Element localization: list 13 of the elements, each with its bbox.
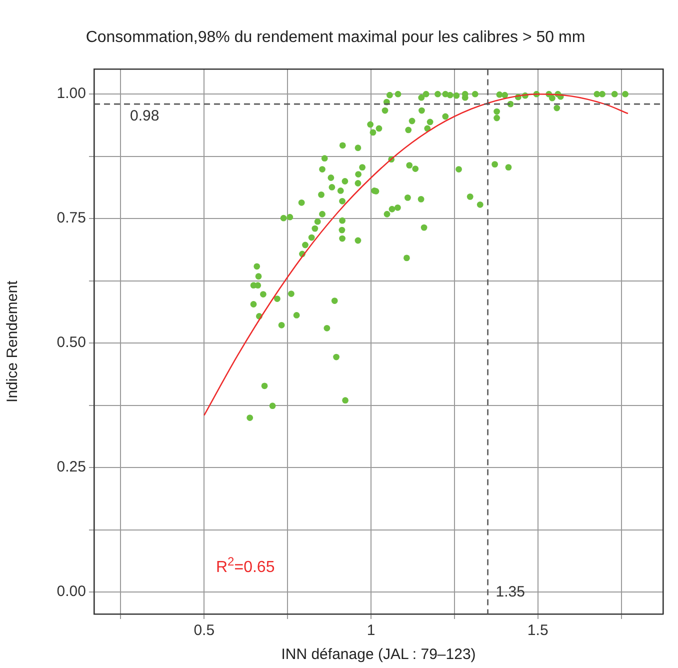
ref-line-label: 1.35 [496, 584, 525, 601]
y-tick-label: 0.00 [56, 583, 86, 600]
x-axis-title: INN défanage (JAL : 79–123) [281, 646, 476, 664]
chart-title: Consommation,98% du rendement maximal pour les calibres > 50 mm [86, 29, 586, 46]
x-tick-label: 0.5 [194, 622, 215, 640]
y-tick-label: 0.25 [56, 458, 86, 476]
y-axis-title: Indice Rendement [4, 280, 22, 402]
y-tick-label: 0.50 [56, 334, 86, 352]
y-tick-label: 0.75 [56, 210, 86, 227]
y-tick-label: 1.00 [56, 85, 86, 102]
ref-line-label: 0.98 [130, 108, 160, 125]
x-tick-label: 1.5 [527, 622, 548, 640]
x-tick-label: 1 [366, 622, 376, 640]
